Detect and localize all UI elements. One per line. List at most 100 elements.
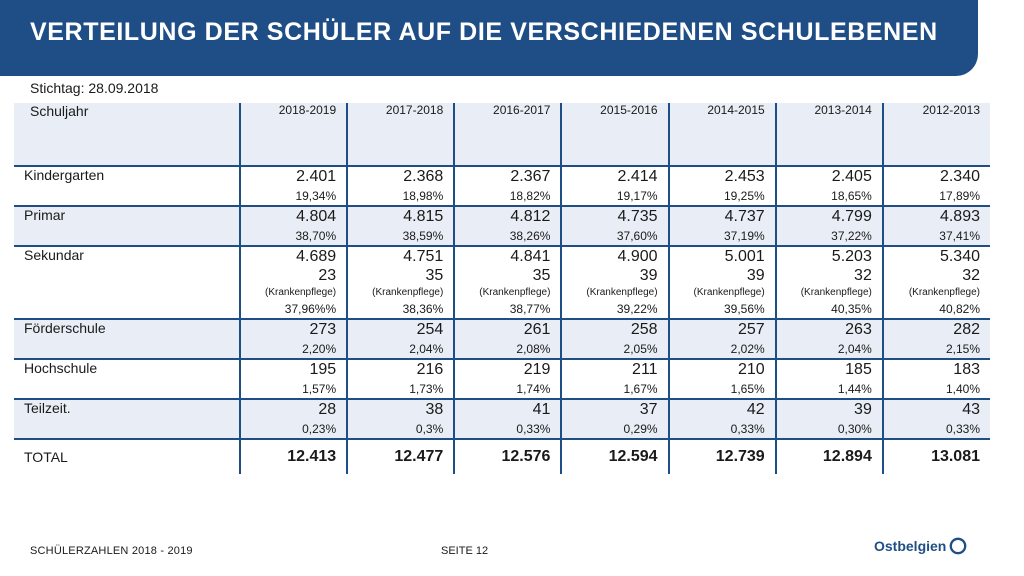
table-cell: 4.893 37,41% [881, 206, 990, 247]
total-cell: 12.739 [667, 439, 776, 474]
cell-percent: 39,22% [616, 302, 658, 316]
cell-percent: 39,56% [724, 302, 765, 316]
cell-value: 2.368 [403, 168, 444, 185]
cell-percent: 1,74% [516, 382, 551, 396]
row-label: Primar [14, 206, 240, 247]
cell-percent: 0,23% [302, 422, 337, 436]
table-cell: 216 1,73% [346, 359, 455, 400]
cell-percent: 19,25% [724, 189, 765, 203]
cell-percent: 38,70% [295, 229, 337, 243]
total-value: 12.739 [715, 448, 765, 465]
total-value: 12.594 [608, 448, 658, 465]
cell-value: 211 [632, 361, 658, 378]
year-header: 2014-2015 [667, 103, 776, 167]
cell-value: 210 [738, 361, 765, 378]
cell-value: 216 [416, 361, 444, 378]
table-cell: 41 0,33% [453, 399, 562, 440]
table-cell: 2.453 19,25% [667, 166, 776, 207]
cell-note: (Krankenpflege) [479, 287, 551, 298]
cell-value: 41 [532, 401, 551, 418]
cell-percent: 1,57% [302, 382, 337, 396]
table-cell: 183 1,40% [881, 359, 990, 400]
table-cell: 2.414 19,17% [560, 166, 669, 207]
table-cell: 5.203 32 (Krankenpflege) 40,35% [774, 246, 883, 320]
total-value: 12.894 [822, 448, 872, 465]
cell-subvalue: 35 [425, 267, 444, 284]
cell-note: (Krankenpflege) [264, 287, 337, 298]
cell-percent: 0,33% [516, 422, 551, 436]
cell-percent: 38,26% [509, 229, 551, 243]
table-cell: 38 0,3% [346, 399, 455, 440]
cell-value: 185 [845, 361, 872, 378]
student-distribution-table: Schuljahr 2018-2019 2017-2018 2016-2017 … [14, 103, 990, 474]
table-cell: 282 2,15% [881, 319, 990, 360]
table-cell: 39 0,30% [774, 399, 883, 440]
cell-value: 38 [425, 401, 444, 418]
cell-percent: 0,33% [730, 422, 765, 436]
table-cell: 28 0,23% [238, 399, 348, 440]
cell-value: 273 [309, 321, 337, 338]
table-cell: 5.001 39 (Krankenpflege) 39,56% [667, 246, 776, 320]
cell-subvalue: 35 [532, 267, 551, 284]
cell-percent: 2,04% [409, 342, 444, 356]
table-cell: 4.812 38,26% [453, 206, 562, 247]
cell-note: (Krankenpflege) [908, 287, 980, 298]
cell-value: 254 [416, 321, 444, 338]
cell-percent: 37,19% [724, 229, 765, 243]
reference-date: Stichtag: 28.09.2018 [30, 80, 159, 96]
total-cell: 12.413 [238, 439, 348, 474]
total-value: 12.477 [394, 448, 444, 465]
year-header-row: Schuljahr 2018-2019 2017-2018 2016-2017 … [14, 103, 990, 167]
cell-value: 4.812 [510, 208, 551, 225]
cell-percent: 40,82% [939, 302, 980, 316]
cell-note: (Krankenpflege) [586, 287, 658, 298]
table-cell: 2.401 19,34% [238, 166, 348, 207]
cell-subvalue: 39 [746, 267, 765, 284]
total-label: TOTAL [24, 449, 68, 465]
cell-value: 4.815 [403, 208, 444, 225]
cell-value: 42 [746, 401, 765, 418]
cell-percent: 2,05% [623, 342, 658, 356]
cell-value: 2.401 [296, 168, 337, 185]
cell-value: 4.689 [296, 248, 337, 265]
table-cell: 261 2,08% [453, 319, 562, 360]
table-cell: 4.799 37,22% [774, 206, 883, 247]
table-row: Primar 4.804 38,70% 4.815 38,59% 4.812 38,26% 4… [14, 206, 990, 247]
cell-percent: 38,59% [402, 229, 444, 243]
year-header: 2018-2019 [238, 103, 348, 167]
row-label: Teilzeit. [14, 399, 240, 440]
cell-percent: 37,96%% [284, 302, 337, 316]
cell-value: 4.900 [617, 248, 658, 265]
cell-percent: 18,98% [402, 189, 444, 203]
cell-subvalue: 32 [854, 267, 872, 284]
cell-note: (Krankenpflege) [800, 287, 872, 298]
logo-text: Ostbelgien [874, 538, 947, 554]
cell-value: 4.799 [831, 208, 872, 225]
cell-value: 5.001 [724, 248, 765, 265]
table-cell: 4.815 38,59% [346, 206, 455, 247]
cell-note: (Krankenpflege) [372, 287, 444, 298]
table-row: Hochschule 195 1,57% 216 1,73% 219 1,74% 211 1,6… [14, 359, 990, 400]
cell-value: 2.405 [831, 168, 872, 185]
cell-percent: 19,17% [616, 189, 658, 203]
cell-percent: 38,36% [402, 302, 444, 316]
cell-value: 2.453 [724, 168, 765, 185]
table-cell: 43 0,33% [881, 399, 990, 440]
table-cell: 4.689 23 (Krankenpflege) 37,96%% [238, 246, 348, 320]
cell-percent: 0,29% [623, 422, 658, 436]
table-cell: 4.900 39 (Krankenpflege) 39,22% [560, 246, 669, 320]
cell-percent: 1,73% [409, 382, 444, 396]
total-cell: 12.894 [774, 439, 883, 474]
cell-value: 4.893 [939, 208, 980, 225]
row-label: Sekundar [14, 246, 240, 320]
cell-value: 263 [845, 321, 872, 338]
cell-value: 4.735 [617, 208, 658, 225]
cell-percent: 2,08% [516, 342, 551, 356]
total-cell: 12.576 [453, 439, 562, 474]
cell-percent: 0,3% [415, 422, 444, 436]
cell-percent: 2,04% [837, 342, 872, 356]
table-cell: 4.737 37,19% [667, 206, 776, 247]
table-cell: 4.841 35 (Krankenpflege) 38,77% [453, 246, 562, 320]
table-cell: 2.340 17,89% [881, 166, 990, 207]
cell-value: 43 [962, 401, 980, 418]
